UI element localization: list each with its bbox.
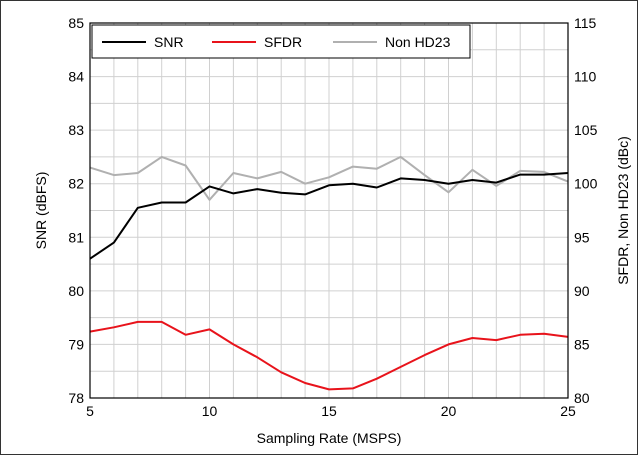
x-tick-label: 20 xyxy=(441,403,457,419)
series-line-snr xyxy=(89,172,569,260)
tick-labels: 5 10 15 20 25 78 79 80 81 82 83 84 85 80 85 90 95 100 105 1… xyxy=(68,15,597,419)
y-right-tick-label: 110 xyxy=(574,69,597,85)
x-tick-label: 25 xyxy=(560,403,576,419)
y-right-tick-label: 95 xyxy=(574,229,590,245)
y-left-tick-label: 78 xyxy=(68,390,84,406)
x-tick-label: 10 xyxy=(202,403,218,419)
legend-box xyxy=(91,24,471,59)
y-right-tick-label: 100 xyxy=(574,176,598,192)
x-tick-label: 15 xyxy=(321,403,337,419)
y-left-tick-label: 83 xyxy=(68,122,84,138)
legend: SNR SFDR Non HD23 xyxy=(91,24,471,59)
y-left-tick-label: 84 xyxy=(68,69,84,85)
y-right-tick-label: 80 xyxy=(574,390,590,406)
y-left-tick-label: 80 xyxy=(68,283,84,299)
series-line-non-hd23 xyxy=(89,155,569,201)
plot-area-border xyxy=(89,22,569,399)
gridlines xyxy=(90,23,568,398)
legend-label: Non HD23 xyxy=(385,34,451,50)
y-right-tick-label: 90 xyxy=(574,283,590,299)
y-left-tick-label: 82 xyxy=(68,176,84,192)
series-line-sfdr xyxy=(89,320,569,391)
y-right-tick-label: 105 xyxy=(574,122,598,138)
y-right-tick-label: 85 xyxy=(574,336,590,352)
y-axis-left-title: SNR (dBFS) xyxy=(33,172,49,250)
x-axis-title: Sampling Rate (MSPS) xyxy=(257,430,402,446)
x-tick-label: 5 xyxy=(86,403,94,419)
legend-label: SFDR xyxy=(264,34,302,50)
series-layer xyxy=(89,155,569,391)
y-axis-right-title: SFDR, Non HD23 (dBc) xyxy=(615,136,631,285)
y-left-tick-label: 79 xyxy=(68,336,84,352)
y-right-tick-label: 115 xyxy=(574,15,597,31)
y-left-tick-label: 85 xyxy=(68,15,84,31)
legend-label: SNR xyxy=(154,34,184,50)
y-left-tick-label: 81 xyxy=(68,229,84,245)
